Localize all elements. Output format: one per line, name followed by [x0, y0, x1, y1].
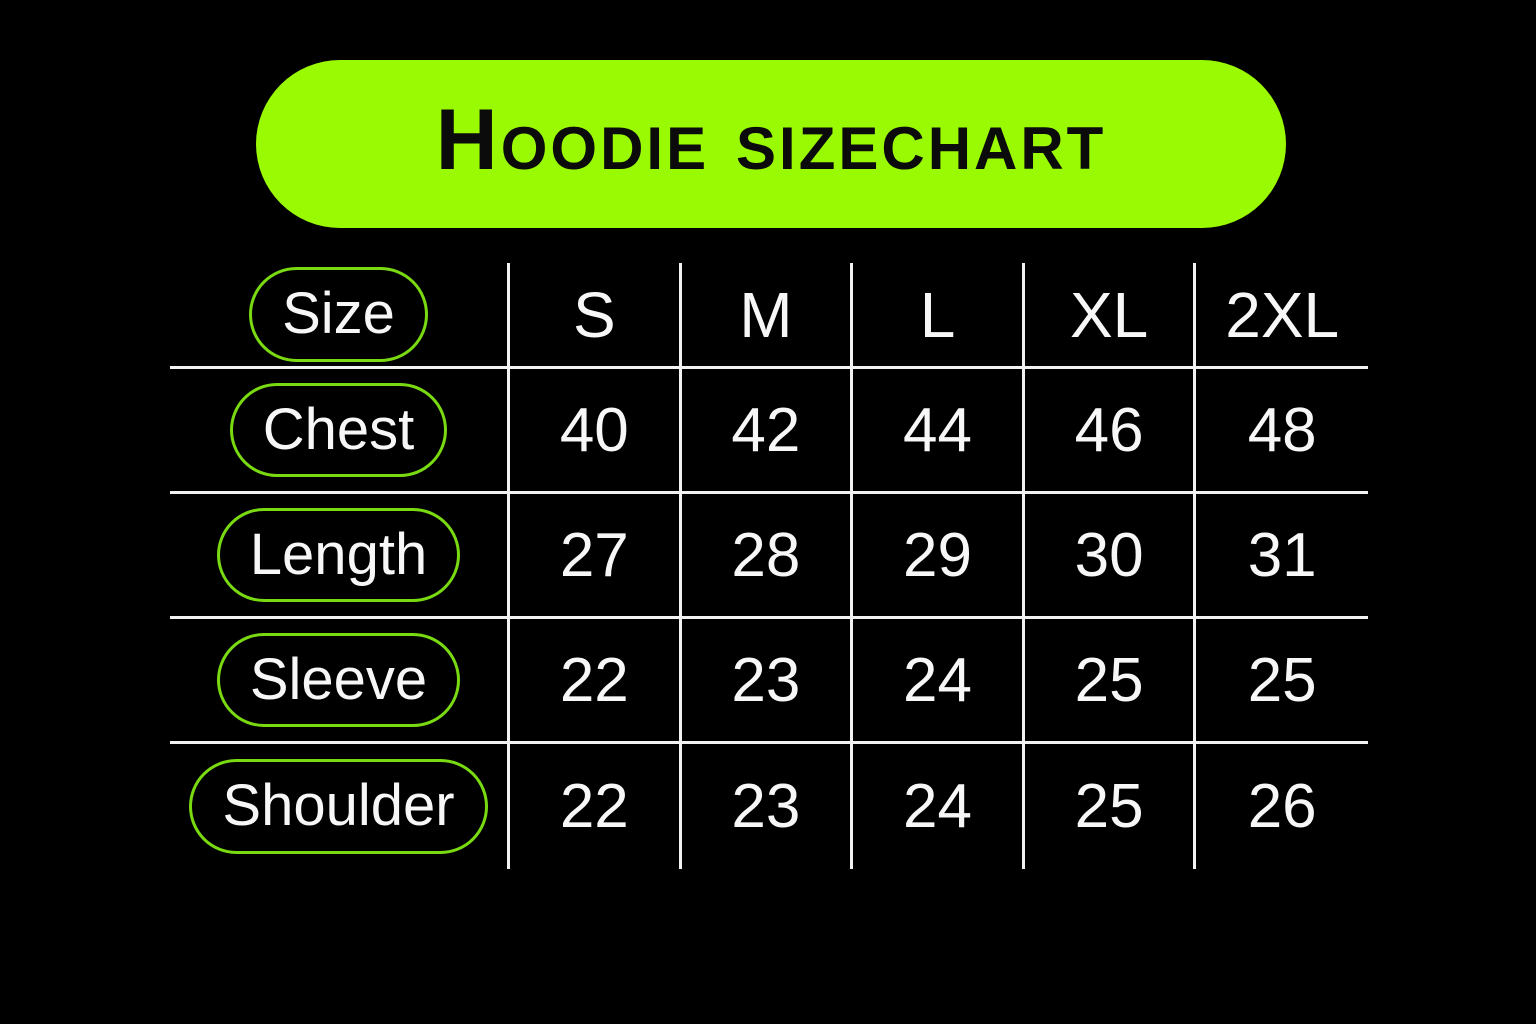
size-chart-table: Size S M L XL 2XL Chest 40 42 44 46 48 L…	[170, 263, 1368, 869]
length-value-m: 28	[681, 494, 854, 619]
chest-value-xl: 46	[1024, 369, 1197, 494]
shoulder-value-m: 23	[682, 744, 854, 869]
length-value-2xl: 31	[1196, 494, 1368, 619]
table-cell-length-label: Length	[170, 494, 510, 619]
page-title: Hoodie sizechart	[435, 92, 1107, 188]
chest-label-pill: Chest	[229, 382, 448, 478]
chest-value-m: 42	[681, 369, 854, 494]
column-header-s: S	[510, 263, 682, 369]
table-cell-sleeve-label: Sleeve	[170, 619, 510, 744]
chest-value-2xl: 48	[1196, 369, 1368, 494]
sleeve-label-pill: Sleeve	[216, 632, 461, 728]
column-header-xl: XL	[1024, 263, 1197, 369]
size-label: Size	[282, 281, 395, 347]
table-cell-chest-label: Chest	[170, 369, 510, 494]
size-label-pill: Size	[249, 267, 428, 362]
length-value-l: 29	[853, 494, 1025, 619]
column-header-l: L	[853, 263, 1025, 369]
title-banner: Hoodie sizechart	[256, 60, 1286, 228]
table-cell-size-header: Size	[170, 263, 510, 369]
sleeve-label: Sleeve	[249, 646, 428, 712]
sleeve-value-s: 22	[510, 619, 682, 744]
column-header-m: M	[681, 263, 854, 369]
length-value-s: 27	[510, 494, 682, 619]
sleeve-value-2xl: 25	[1196, 619, 1368, 744]
chest-label: Chest	[262, 396, 415, 462]
chest-value-l: 44	[853, 369, 1025, 494]
shoulder-value-2xl: 26	[1247, 772, 1317, 841]
shoulder-value-s: 22	[510, 744, 682, 869]
shoulder-value-l: 24	[853, 744, 1025, 869]
shoulder-label-pill: Shoulder	[189, 759, 488, 854]
length-label-pill: Length	[216, 507, 461, 603]
sleeve-value-m: 23	[681, 619, 854, 744]
shoulder-label: Shoulder	[222, 773, 455, 839]
length-label: Length	[249, 521, 428, 587]
sleeve-value-xl: 25	[1024, 619, 1197, 744]
sleeve-value-l: 24	[853, 619, 1025, 744]
chest-value-s: 40	[510, 369, 682, 494]
column-header-2xl: 2XL	[1196, 263, 1368, 369]
length-value-xl: 30	[1024, 494, 1197, 619]
table-cell-shoulder-label: Shoulder	[170, 744, 510, 869]
shoulder-value-xl: 25	[1025, 744, 1197, 869]
